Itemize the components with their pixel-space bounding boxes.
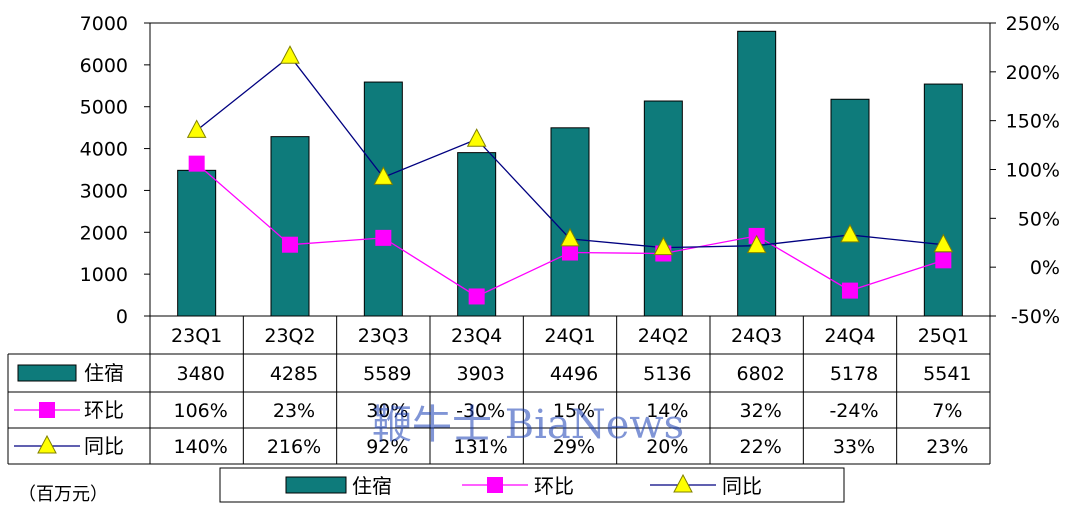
data-label-mom: -24% bbox=[829, 400, 878, 422]
right-tick-label: 250% bbox=[1006, 13, 1060, 35]
right-tick-label: 150% bbox=[1006, 111, 1060, 133]
data-label-yoy: 20% bbox=[646, 436, 688, 458]
data-label-yoy: 131% bbox=[454, 436, 508, 458]
left-tick-label: 2000 bbox=[80, 222, 128, 244]
marker-mom-23Q1 bbox=[188, 155, 205, 172]
left-tick-label: 0 bbox=[116, 306, 128, 328]
bar-24Q3 bbox=[737, 30, 777, 317]
row-key-bar bbox=[17, 364, 77, 382]
marker-yoy-24Q3 bbox=[746, 234, 767, 254]
category-label: 24Q2 bbox=[638, 325, 689, 347]
row-label-bar: 住宿 bbox=[84, 361, 124, 385]
data-label-yoy: 92% bbox=[366, 436, 408, 458]
data-label-yoy: 33% bbox=[833, 436, 875, 458]
category-label: 24Q1 bbox=[544, 325, 595, 347]
data-label-yoy: 140% bbox=[174, 436, 228, 458]
data-label-bar: 4285 bbox=[270, 363, 318, 385]
legend-key-bar bbox=[285, 476, 347, 494]
data-label-bar: 5541 bbox=[923, 363, 971, 385]
marker-yoy-23Q4 bbox=[466, 128, 487, 147]
right-tick-label: 50% bbox=[1018, 208, 1060, 230]
marker-mom-25Q1 bbox=[935, 252, 952, 269]
data-label-yoy: 23% bbox=[926, 436, 968, 458]
category-label: 24Q4 bbox=[824, 325, 875, 347]
watermark: 鞭牛士 BiaNews bbox=[372, 402, 684, 448]
data-label-bar: 3903 bbox=[456, 363, 504, 385]
left-tick-label: 5000 bbox=[80, 97, 128, 119]
bar-24Q2 bbox=[643, 100, 683, 317]
legend-label-yoy: 同比 bbox=[722, 474, 762, 498]
marker-yoy-23Q1 bbox=[186, 119, 207, 138]
unit-label: （百万元） bbox=[18, 484, 108, 505]
data-label-mom: 23% bbox=[273, 400, 315, 422]
data-label-bar: 6802 bbox=[736, 363, 784, 385]
marker-yoy-23Q3 bbox=[373, 166, 394, 185]
category-label: 24Q3 bbox=[731, 325, 782, 347]
data-label-mom: -30% bbox=[456, 400, 505, 422]
marker-mom-24Q4 bbox=[842, 282, 858, 299]
marker-mom-23Q4 bbox=[468, 288, 485, 305]
bar-24Q4 bbox=[830, 98, 870, 317]
data-label-bar: 5589 bbox=[363, 363, 411, 385]
left-tick-label: 3000 bbox=[80, 180, 128, 202]
data-label-mom: 15% bbox=[553, 400, 595, 422]
data-label-mom: 14% bbox=[646, 400, 688, 422]
right-tick-label: 100% bbox=[1006, 160, 1060, 182]
bar-23Q1 bbox=[177, 169, 217, 317]
right-tick-label: 0% bbox=[1030, 257, 1060, 279]
marker-yoy-24Q4 bbox=[840, 223, 860, 243]
category-label: 25Q1 bbox=[918, 325, 969, 347]
category-label: 23Q2 bbox=[264, 325, 315, 347]
data-label-mom: 106% bbox=[174, 400, 228, 422]
right-tick-label: 200% bbox=[1006, 62, 1060, 84]
data-label-bar: 5136 bbox=[643, 363, 691, 385]
data-label-mom: 30% bbox=[366, 400, 408, 422]
left-tick-label: 1000 bbox=[80, 264, 128, 286]
data-label-mom: 7% bbox=[932, 400, 962, 422]
data-label-yoy: 22% bbox=[740, 436, 782, 458]
row-key-yoy-marker bbox=[37, 434, 57, 454]
row-label-yoy: 同比 bbox=[84, 434, 124, 458]
left-tick-label: 4000 bbox=[80, 139, 128, 161]
left-tick-label: 6000 bbox=[80, 55, 128, 77]
row-label-mom: 环比 bbox=[84, 398, 124, 422]
right-tick-label: -50% bbox=[1011, 306, 1060, 328]
marker-yoy-25Q1 bbox=[933, 233, 954, 253]
bar-23Q2 bbox=[270, 136, 310, 317]
category-label: 23Q3 bbox=[358, 325, 409, 347]
marker-yoy-23Q2 bbox=[280, 45, 300, 64]
data-label-bar: 5178 bbox=[830, 363, 878, 385]
category-label: 23Q4 bbox=[451, 325, 502, 347]
data-label-mom: 32% bbox=[740, 400, 782, 422]
category-label: 23Q1 bbox=[171, 325, 222, 347]
data-label-bar: 4496 bbox=[550, 363, 598, 385]
bar-25Q1 bbox=[923, 83, 963, 317]
legend-key-yoy-marker bbox=[673, 473, 693, 493]
marker-mom-23Q3 bbox=[375, 229, 392, 246]
legend-label-mom: 环比 bbox=[534, 474, 574, 498]
row-key-mom-marker bbox=[39, 402, 55, 418]
bar-23Q3 bbox=[363, 81, 403, 317]
legend-label-bar: 住宿 bbox=[352, 474, 392, 498]
marker-mom-23Q2 bbox=[282, 236, 298, 253]
data-label-yoy: 29% bbox=[553, 436, 595, 458]
bar-24Q1 bbox=[550, 127, 590, 317]
marker-yoy-24Q1 bbox=[560, 227, 580, 247]
left-tick-label: 7000 bbox=[80, 13, 128, 35]
marker-yoy-24Q2 bbox=[653, 236, 674, 256]
marker-mom-24Q1 bbox=[562, 244, 578, 261]
data-label-bar: 3480 bbox=[176, 363, 224, 385]
data-label-yoy: 216% bbox=[267, 436, 321, 458]
legend-key-mom-marker bbox=[487, 477, 503, 493]
